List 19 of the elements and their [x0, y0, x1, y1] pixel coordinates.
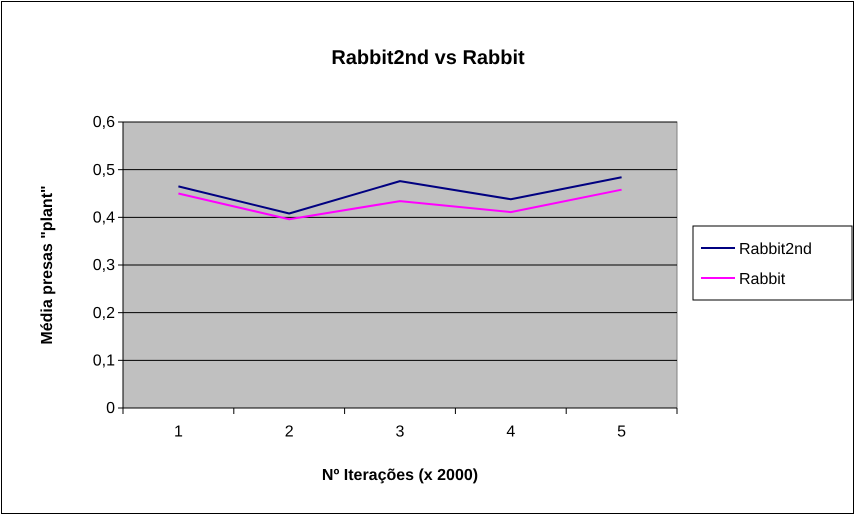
y-tick-label: 0,3: [92, 257, 116, 274]
line-series: [177, 176, 623, 215]
y-tick-label: 0: [106, 400, 116, 418]
y-tick-label: 0,6: [92, 114, 116, 132]
x-tick-label: 3: [396, 424, 405, 441]
line-series: [177, 188, 623, 220]
chart-title: Rabbit2nd vs Rabbit: [331, 47, 526, 69]
x-tick-label: 4: [506, 424, 516, 441]
x-axis-title: Nº Iterações (x 2000): [322, 467, 478, 484]
x-tick-label: 2: [284, 424, 294, 441]
y-tick-label: 0,2: [92, 304, 116, 322]
y-tick-label: 0,4: [92, 209, 116, 226]
y-tick-label: 0,1: [92, 352, 116, 370]
legend-label: Rabbit2nd: [739, 241, 812, 258]
y-axis-title: Média presas "plant": [39, 185, 56, 345]
x-tick-label: 1: [174, 424, 183, 441]
x-tick-label: 5: [617, 424, 626, 441]
y-tick-label: 0,5: [92, 162, 116, 179]
legend-label: Rabbit: [739, 271, 786, 288]
